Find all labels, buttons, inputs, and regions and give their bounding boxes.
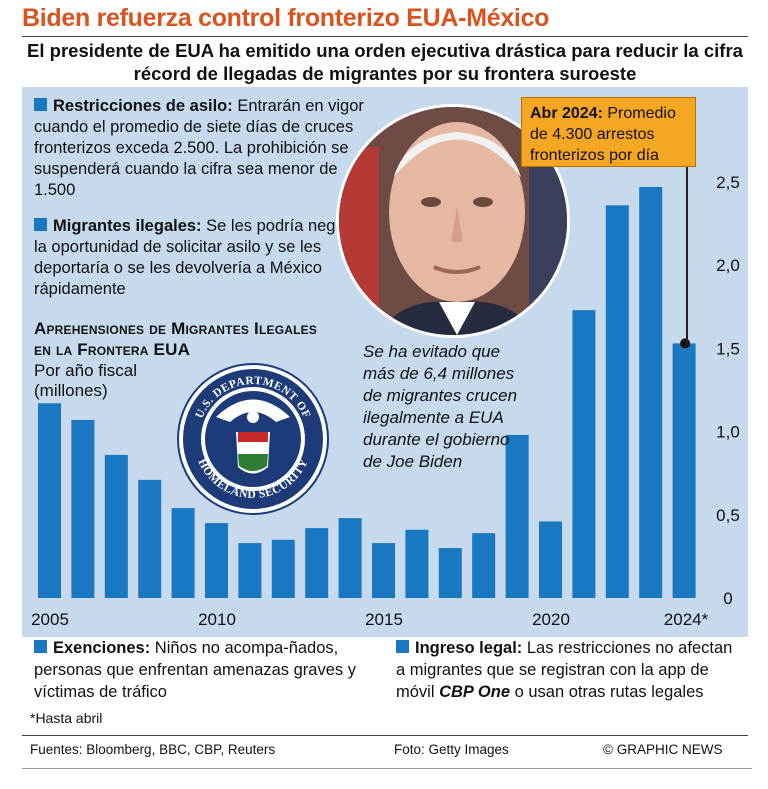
note-exemptions-body: Niños no acompa-ñados, personas que enfr… <box>34 639 356 701</box>
note-asylum-body: Entrarán en vigor cuando el promedio de … <box>34 97 364 199</box>
bullet-square-icon <box>34 98 47 111</box>
bar-2012 <box>271 539 295 598</box>
bar-2005 <box>38 403 61 598</box>
y-tick-label: 2,0 <box>716 256 740 275</box>
note-illegal: Migrantes ilegales: Se les podría negar … <box>34 216 364 300</box>
bar-2014 <box>338 518 362 598</box>
chart-subtitle: Por año fiscal (millones) <box>34 361 137 400</box>
footer-sources: Fuentes: Bloomberg, BBC, CBP, Reuters <box>30 742 276 757</box>
bar-2023 <box>639 186 663 598</box>
footer-divider <box>22 735 748 736</box>
note-legal: Ingreso legal: Las restricciones no afec… <box>396 637 746 703</box>
bar-2010 <box>205 523 228 598</box>
note-illegal-body: Se les podría negar la oportunidad de so… <box>34 217 351 298</box>
bar-2016 <box>405 529 429 598</box>
y-tick-label: 2,5 <box>716 173 740 192</box>
bar-2008 <box>138 479 162 598</box>
callout-apr-2024: Abr 2024: Promedio de 4.300 arrestos fro… <box>521 97 696 167</box>
y-tick-label: 0,5 <box>716 506 740 525</box>
bar-2022 <box>605 205 629 598</box>
footnote: *Hasta abril <box>30 710 103 726</box>
subtitle: El presidente de EUA ha emitido una orde… <box>27 40 743 84</box>
bullet-square-icon <box>396 640 409 653</box>
bar-2007 <box>104 454 128 598</box>
note-illegal-head: Migrantes ilegales: <box>53 217 202 235</box>
y-tick-label: 1,0 <box>716 423 740 442</box>
y-tick-label: 1,5 <box>716 339 740 358</box>
bar-2024 <box>672 343 696 598</box>
y-tick-label: 0 <box>723 589 732 608</box>
callout-body: Promedio de 4.300 arrestos fronterizos p… <box>530 105 676 164</box>
bar-2020 <box>539 521 562 598</box>
bullet-square-icon <box>34 218 47 231</box>
bar-2013 <box>305 528 329 598</box>
x-tick-label: 2010 <box>198 610 236 629</box>
note-legal-head: Ingreso legal: <box>415 639 523 657</box>
callout-leader-line <box>686 167 688 345</box>
bar-2015 <box>372 543 395 598</box>
footer-copyright: © GRAPHIC NEWS <box>603 742 723 757</box>
note-exemptions-head: Exenciones: <box>53 639 151 657</box>
note-asylum: Restricciones de asilo: Entrarán en vigo… <box>34 96 369 201</box>
italic-callout: Se ha evitado que más de 6,4 millones de… <box>363 342 518 471</box>
note-legal-body-2: o usan otras rutas legales <box>510 683 704 701</box>
x-tick-label: 2020 <box>532 610 570 629</box>
bar-2006 <box>71 419 95 598</box>
bar-2011 <box>238 543 262 598</box>
headline: Biden refuerza control fronterizo EUA-Mé… <box>22 4 550 32</box>
x-tick-label: 2005 <box>31 610 69 629</box>
footer-photo-credit: Foto: Getty Images <box>394 742 509 757</box>
bar-2021 <box>572 310 596 598</box>
note-legal-app: CBP One <box>439 683 510 701</box>
bullet-square-icon <box>34 640 47 653</box>
x-tick-label: 2015 <box>365 610 403 629</box>
title-divider <box>22 36 748 37</box>
note-asylum-head: Restricciones de asilo: <box>53 97 233 115</box>
bottom-edge-line <box>22 768 752 769</box>
bar-2009 <box>171 508 195 598</box>
dhs-seal-icon: U.S. DEPARTMENT OF HOMELAND SECURITY <box>177 363 329 515</box>
x-tick-label: 2024* <box>664 610 709 629</box>
callout-head: Abr 2024: <box>530 105 603 122</box>
chart-title: Aprehensiones de Migrantes Ilegales en l… <box>34 319 318 359</box>
bar-2019 <box>505 434 529 598</box>
note-exemptions: Exenciones: Niños no acompa-ñados, perso… <box>34 637 374 703</box>
bar-2017 <box>438 548 462 598</box>
bar-2018 <box>472 533 496 598</box>
note-legal-body-1: Las restricciones no afectan a migrantes… <box>396 639 733 701</box>
